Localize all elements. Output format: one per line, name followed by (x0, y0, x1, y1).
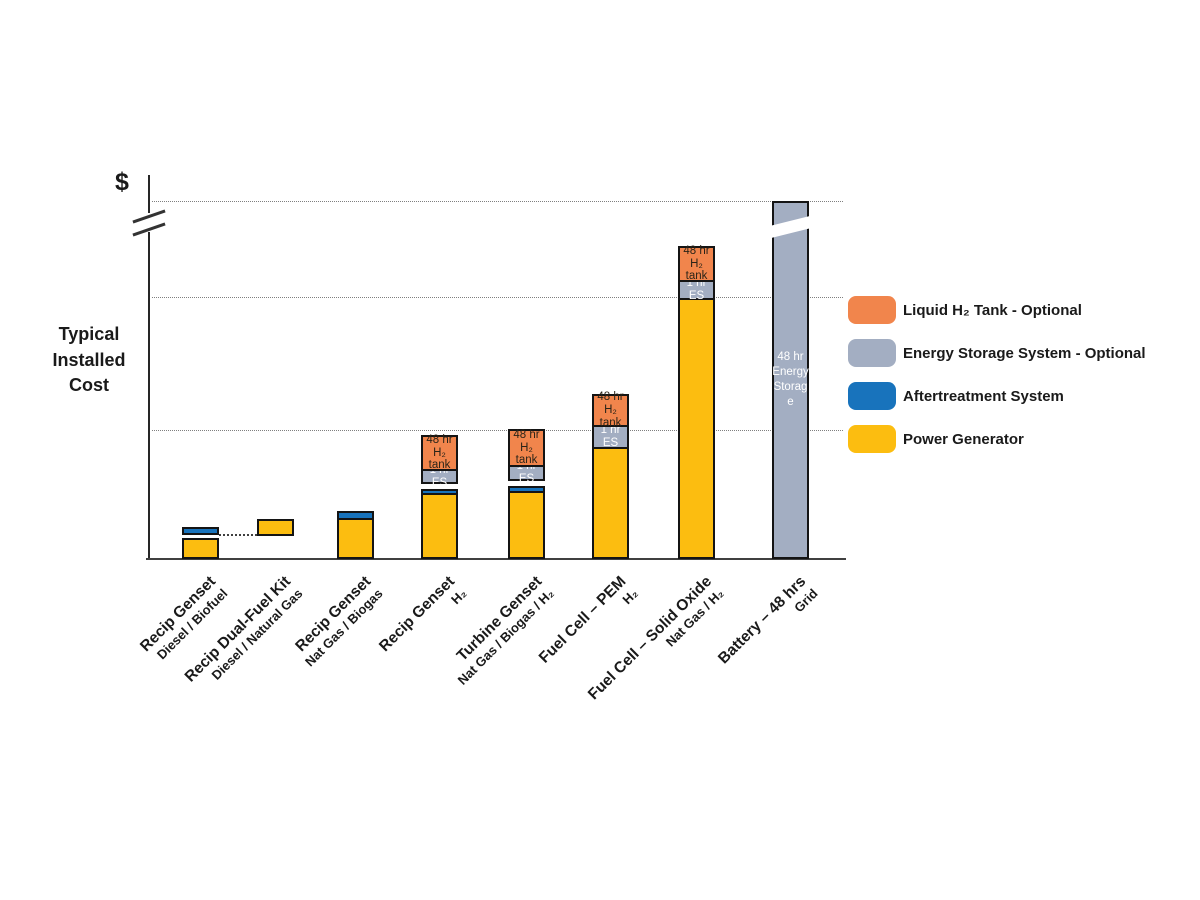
legend-item: Energy Storage System - Optional (848, 339, 1146, 367)
bar-segment-h2tank: 48 hr H₂ tank (678, 244, 715, 283)
legend-label: Aftertreatment System (903, 387, 1064, 405)
bar-segment-aftertreatment (337, 511, 374, 520)
legend-item: Liquid H₂ Tank - Optional (848, 296, 1146, 324)
bar-segment-es: 1 hr ES (508, 460, 545, 485)
legend: Liquid H₂ Tank - Optional Energy Storage … (848, 296, 1146, 468)
gridline (152, 297, 843, 298)
bar-segment-label: H₂ tank (428, 446, 451, 472)
legend-label: Liquid H₂ Tank - Optional (903, 301, 1082, 319)
bar-segment-es: 48 hr Energy Storag e (772, 201, 809, 559)
x-label: Recip Genset Nat Gas / Biogas (289, 573, 386, 670)
legend-swatch-generator (848, 425, 896, 453)
legend-swatch-aftertreatment (848, 382, 896, 410)
bar-segment-label: 48 hr (513, 428, 540, 441)
legend-swatch-es (848, 339, 896, 367)
bar-segment-label: 48 hr (683, 244, 710, 257)
legend-item: Power Generator (848, 425, 1146, 453)
y-axis-dollar-symbol: $ (115, 168, 129, 196)
gridline (152, 201, 843, 202)
bar-segment-h2tank: 48 hr H₂ tank (421, 433, 458, 472)
bar-segment-h2tank: 48 hr H₂ tank (508, 429, 545, 467)
bar-segment-aftertreatment (421, 489, 458, 495)
bar-segment-label: e (787, 395, 794, 408)
bar-segment-generator (257, 519, 294, 536)
bar-segment-label: 1 hr ES (600, 424, 621, 449)
bar-segment-generator (421, 493, 458, 559)
bar-segment-label: H₂ tank (685, 257, 708, 283)
legend-item: Aftertreatment System (848, 382, 1146, 410)
y-axis-title: Typical Installed Cost (52, 324, 126, 396)
bar-segment-h2tank: 48 hr H₂ tank (592, 391, 629, 429)
bar-segment-label: H₂ tank (515, 441, 538, 467)
gridline (152, 430, 843, 431)
x-label: Battery – 48 hrs Grid (715, 573, 821, 679)
bar-segment-label: Storag (773, 381, 808, 393)
bar-segment-generator (592, 447, 629, 559)
bar-segment-generator (508, 491, 545, 559)
bar-segment-generator (337, 518, 374, 559)
dotted-connector-line (219, 534, 257, 536)
bar-segment-label: 48 hr (597, 391, 624, 404)
y-axis-break-gap (144, 213, 153, 232)
y-axis-line (148, 175, 150, 560)
bar-segment-label: Energy (772, 366, 809, 379)
bar-segment-aftertreatment (182, 527, 219, 535)
bar-segment-aftertreatment (508, 486, 545, 493)
bar-segment-label: 48 hr (777, 351, 804, 364)
legend-label: Energy Storage System - Optional (903, 344, 1146, 362)
bar-segment-label: H₂ tank (599, 404, 622, 429)
bar-segment-label: 48 hr (426, 433, 453, 446)
bar-segment-generator (182, 538, 219, 559)
legend-label: Power Generator (903, 430, 1024, 448)
bar-segment-generator (678, 298, 715, 559)
bar-segment-es: 1 hr ES (592, 424, 629, 449)
x-axis-line (146, 558, 846, 560)
legend-swatch-h2tank (848, 296, 896, 324)
